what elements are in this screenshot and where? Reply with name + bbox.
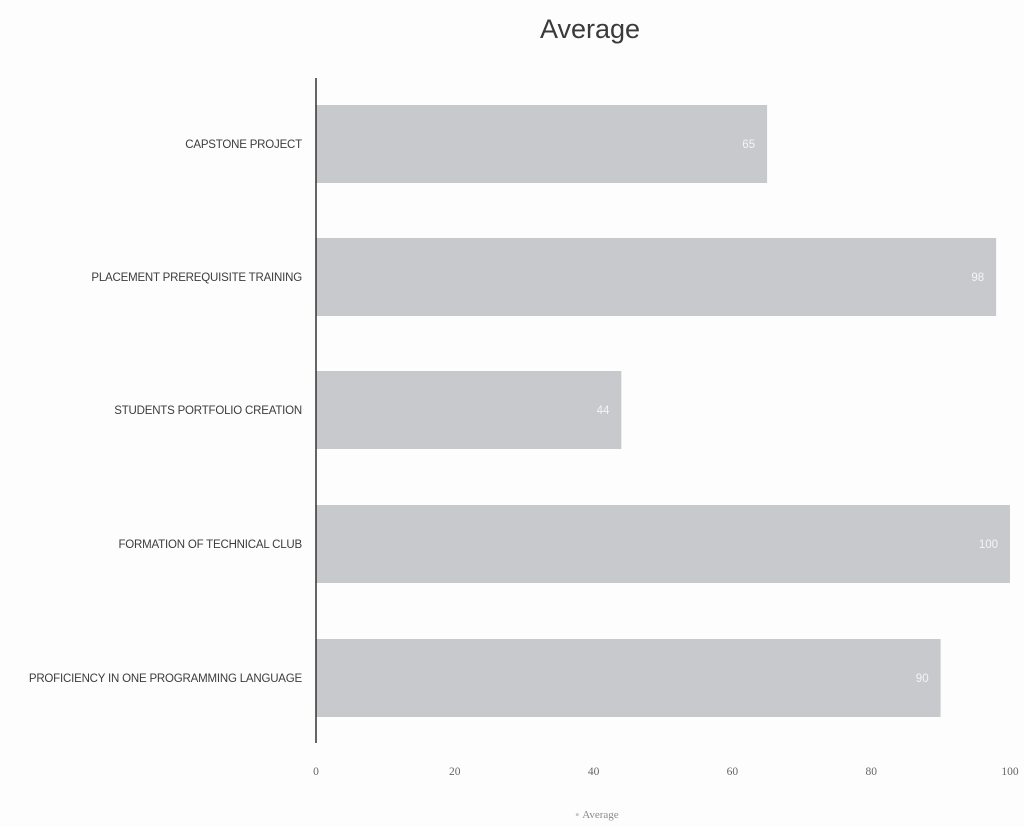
bar	[316, 105, 768, 183]
data-label: 98	[971, 272, 984, 284]
legend-label: Average	[582, 809, 619, 821]
data-label: 65	[742, 139, 755, 151]
data-label: 44	[597, 405, 610, 417]
bar	[316, 371, 622, 449]
data-label: 100	[979, 539, 998, 551]
x-tick-label: 80	[865, 766, 877, 778]
category-label: STUDENTS PORTFOLIO CREATION	[114, 405, 302, 417]
legend: ▪ Average	[575, 809, 618, 821]
x-tick-label: 40	[588, 766, 600, 778]
category-label: PLACEMENT PREREQUISITE TRAINING	[91, 272, 302, 284]
bar	[316, 505, 1010, 583]
category-label: PROFICIENCY IN ONE PROGRAMMING LANGUAGE	[29, 673, 303, 685]
legend-entry: ▪ Average	[575, 809, 618, 821]
x-tick-label: 60	[727, 766, 739, 778]
bars-layer	[316, 105, 1010, 717]
data-label: 90	[916, 673, 929, 685]
bar	[316, 238, 997, 316]
x-tick-label: 20	[449, 766, 461, 778]
bar	[316, 639, 941, 717]
legend-marker: ▪	[575, 809, 579, 821]
x-axis-tick-labels: 0 20 40 60 80 100	[313, 766, 1019, 778]
data-labels: 65 98 44 100 90	[597, 139, 998, 685]
chart-title: Average	[540, 14, 640, 44]
x-tick-label: 0	[313, 766, 319, 778]
category-label: CAPSTONE PROJECT	[185, 139, 302, 151]
x-tick-label: 100	[1001, 766, 1019, 778]
category-labels: CAPSTONE PROJECT PLACEMENT PREREQUISITE T…	[29, 139, 303, 685]
category-label: FORMATION OF TECHNICAL CLUB	[118, 539, 302, 551]
